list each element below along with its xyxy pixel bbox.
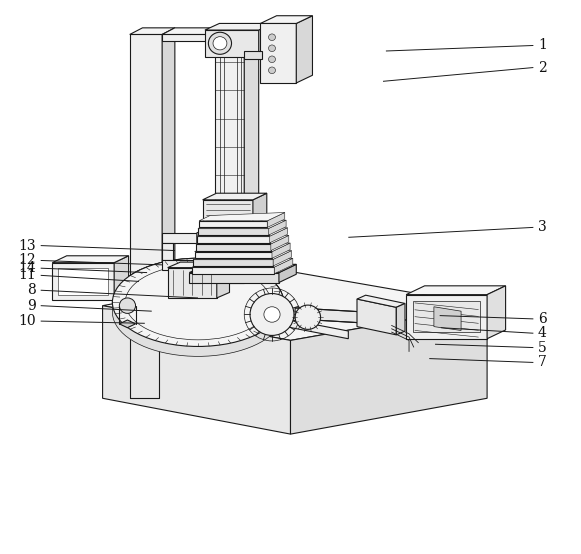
Text: 6: 6 (538, 312, 547, 326)
Polygon shape (162, 243, 173, 260)
Polygon shape (290, 306, 487, 434)
Polygon shape (162, 260, 197, 270)
Text: 7: 7 (538, 356, 547, 370)
Polygon shape (130, 28, 175, 34)
Polygon shape (271, 235, 289, 250)
Polygon shape (119, 320, 135, 328)
Circle shape (268, 56, 275, 63)
Polygon shape (130, 34, 162, 317)
Polygon shape (197, 236, 270, 243)
Polygon shape (396, 304, 405, 335)
Polygon shape (273, 250, 292, 266)
Polygon shape (112, 258, 284, 356)
Polygon shape (406, 286, 505, 295)
Polygon shape (279, 264, 296, 283)
Text: 3: 3 (538, 220, 547, 234)
Circle shape (264, 307, 280, 322)
Polygon shape (216, 40, 244, 283)
Polygon shape (296, 16, 313, 83)
Polygon shape (406, 295, 487, 338)
Polygon shape (199, 221, 267, 227)
Polygon shape (162, 233, 197, 243)
Polygon shape (487, 286, 505, 338)
Polygon shape (259, 23, 273, 57)
Text: 8: 8 (27, 283, 36, 297)
Polygon shape (253, 193, 267, 224)
Polygon shape (196, 235, 289, 244)
Polygon shape (244, 33, 259, 283)
Circle shape (250, 294, 294, 335)
Polygon shape (58, 268, 109, 295)
Polygon shape (203, 200, 253, 224)
Polygon shape (434, 307, 461, 331)
Polygon shape (197, 228, 288, 236)
Text: 14: 14 (19, 261, 36, 275)
Circle shape (295, 305, 321, 330)
Polygon shape (260, 23, 296, 83)
Ellipse shape (112, 258, 284, 346)
Polygon shape (103, 271, 487, 340)
Circle shape (268, 67, 275, 74)
Polygon shape (189, 273, 279, 283)
Polygon shape (198, 228, 268, 235)
Polygon shape (197, 257, 206, 270)
Polygon shape (168, 262, 229, 268)
Polygon shape (205, 23, 273, 30)
Polygon shape (244, 51, 261, 59)
Polygon shape (357, 295, 405, 307)
Text: 9: 9 (27, 299, 36, 312)
Polygon shape (192, 258, 293, 267)
Polygon shape (189, 264, 296, 273)
Polygon shape (270, 228, 288, 243)
Polygon shape (295, 308, 360, 323)
Circle shape (268, 34, 275, 40)
Polygon shape (198, 220, 286, 228)
Polygon shape (197, 229, 206, 243)
Polygon shape (193, 259, 273, 266)
Polygon shape (168, 268, 217, 298)
Circle shape (268, 45, 275, 52)
Polygon shape (203, 193, 267, 200)
Polygon shape (162, 28, 290, 34)
Polygon shape (274, 258, 293, 274)
Polygon shape (278, 29, 290, 41)
Polygon shape (216, 33, 259, 40)
Polygon shape (413, 301, 480, 332)
Polygon shape (193, 250, 292, 259)
Polygon shape (217, 262, 229, 298)
Polygon shape (272, 243, 290, 258)
Polygon shape (103, 306, 290, 434)
Text: 5: 5 (538, 341, 547, 355)
Polygon shape (268, 220, 286, 235)
Polygon shape (199, 213, 285, 221)
Polygon shape (267, 213, 285, 227)
Text: 2: 2 (538, 60, 547, 75)
Text: 10: 10 (19, 314, 36, 328)
Polygon shape (52, 256, 128, 263)
Text: 11: 11 (19, 268, 36, 283)
Text: 12: 12 (19, 254, 36, 268)
Circle shape (209, 32, 231, 54)
Polygon shape (114, 256, 128, 300)
Text: 13: 13 (19, 239, 36, 253)
Polygon shape (195, 243, 290, 252)
Polygon shape (162, 28, 175, 317)
Text: 4: 4 (538, 326, 547, 340)
Circle shape (213, 37, 227, 50)
Polygon shape (196, 244, 271, 250)
Polygon shape (195, 252, 272, 258)
Polygon shape (162, 34, 278, 41)
Polygon shape (357, 299, 396, 335)
Polygon shape (143, 291, 349, 338)
Ellipse shape (112, 258, 284, 346)
Polygon shape (205, 30, 259, 57)
Circle shape (119, 298, 135, 314)
Polygon shape (52, 263, 114, 300)
Text: 1: 1 (538, 38, 547, 53)
Polygon shape (192, 267, 274, 274)
Polygon shape (260, 16, 313, 23)
